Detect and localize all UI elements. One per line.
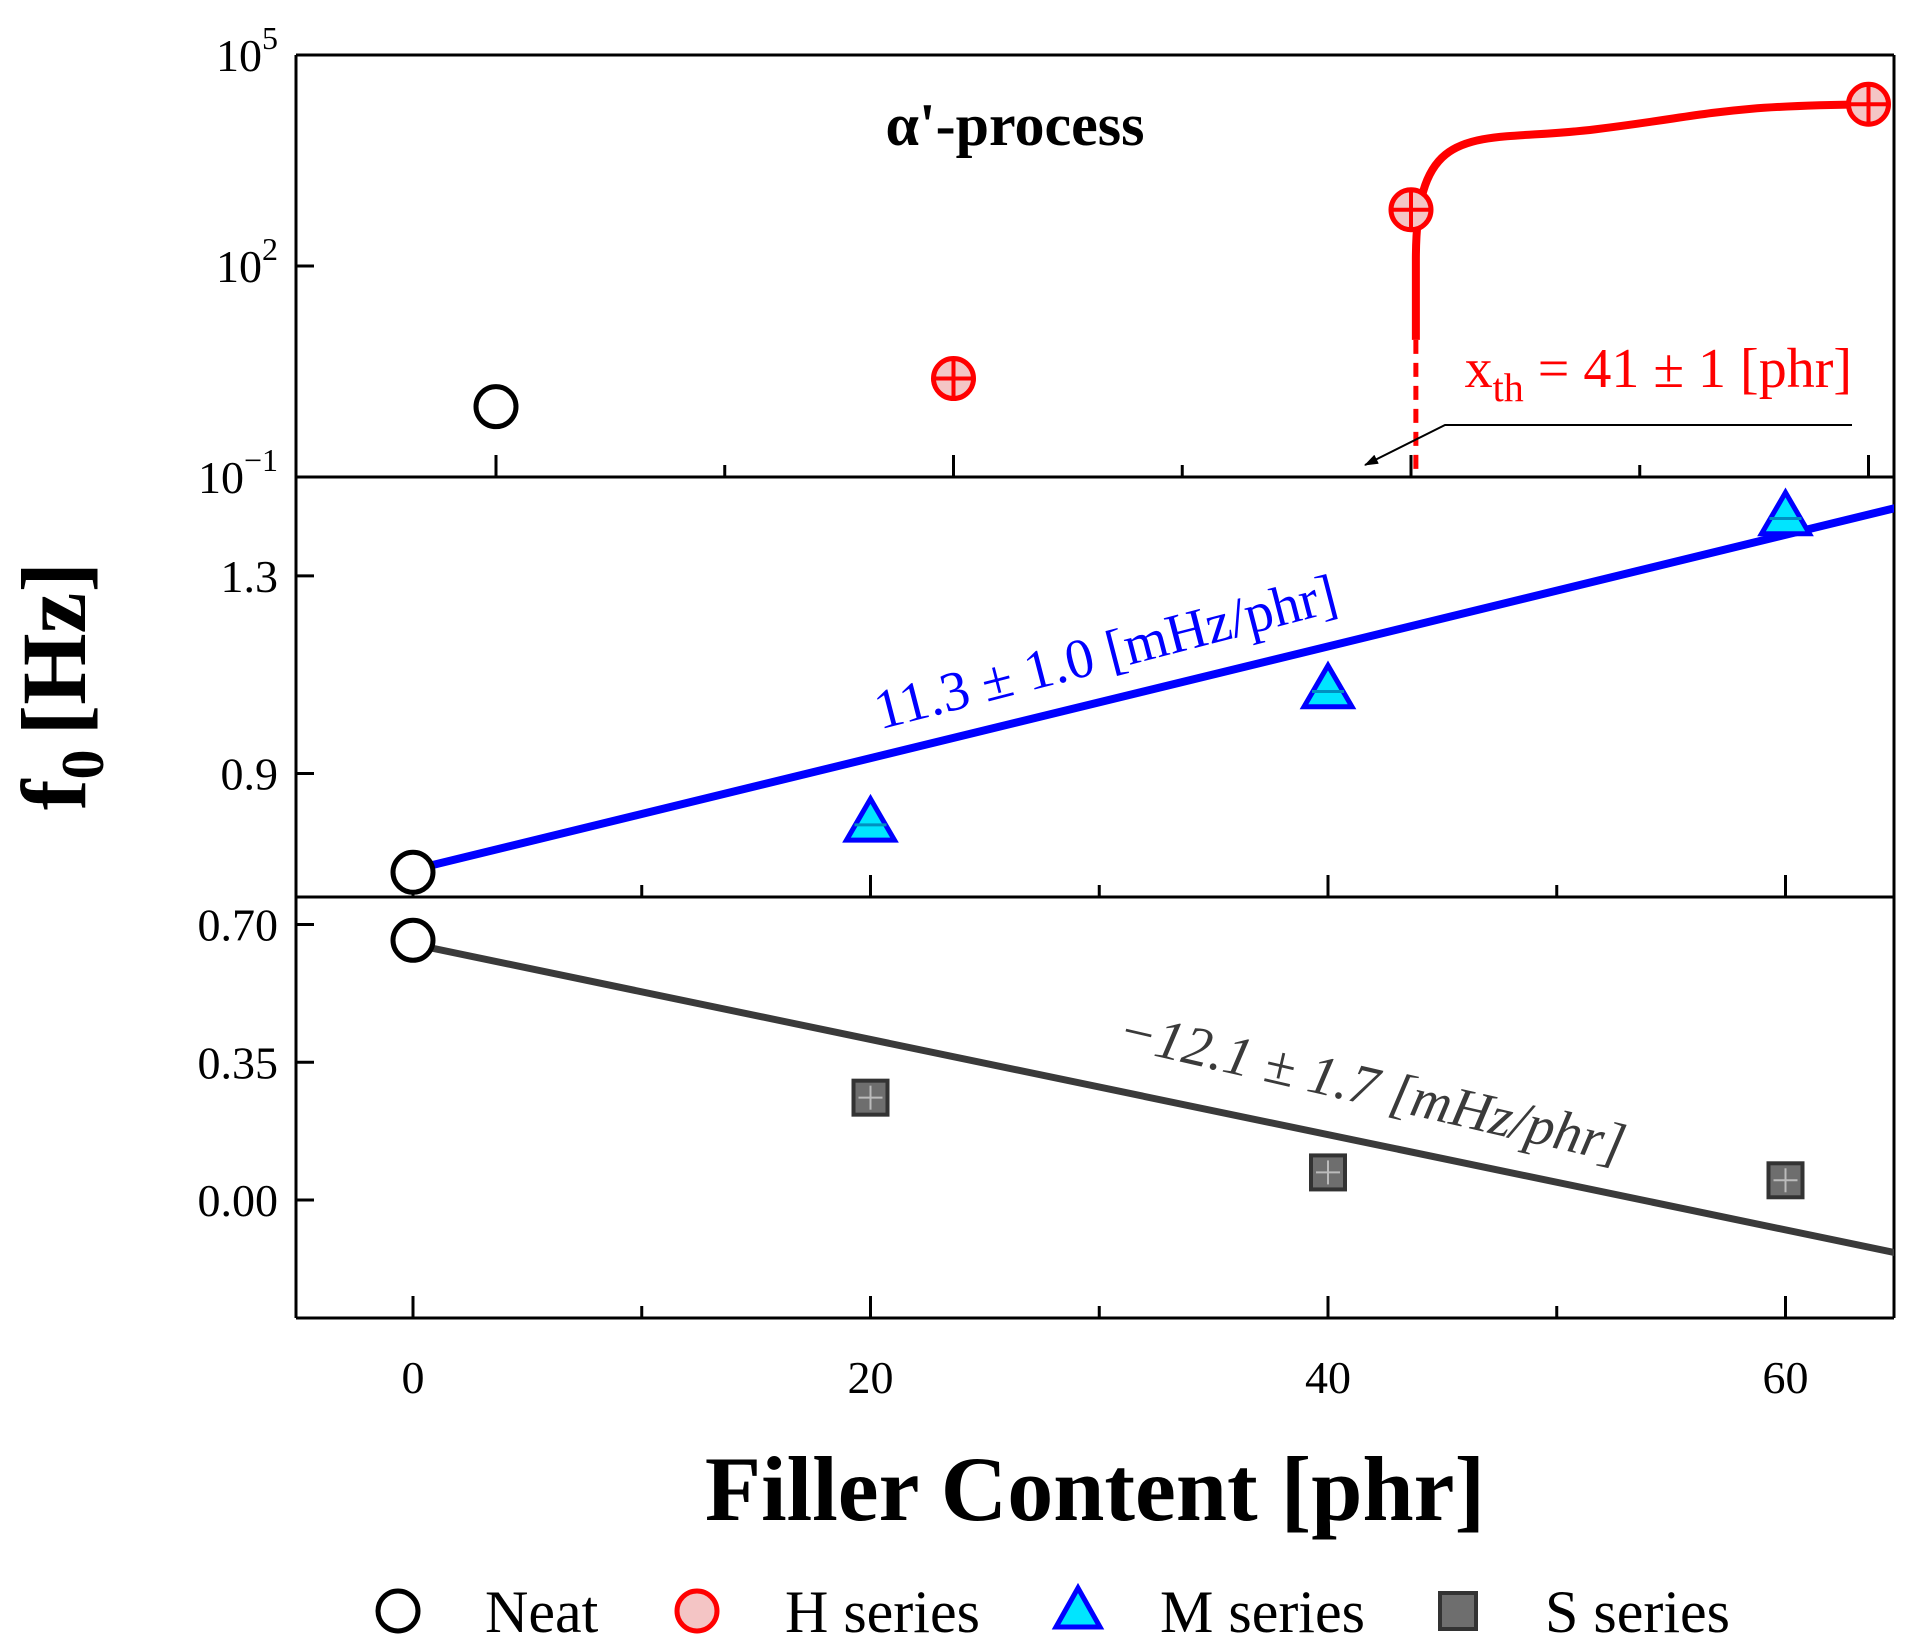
panel-bottom [412,940,1894,1257]
x-tick-label: 40 [1305,1352,1351,1403]
legend-item-s-series: S series [1438,1579,1730,1645]
y-tick-label-top: 105 [216,20,278,81]
data-markers [390,81,1891,1200]
legend-marker-m-series [1051,1582,1105,1630]
x-tick-label: 60 [1763,1352,1809,1403]
h-series-fit-curve [1411,100,1869,340]
neat-point-bottom [390,917,436,963]
m-series-point [842,793,899,843]
y-axis-title: f0[Hz] [3,562,116,810]
m-series-point [1299,660,1357,710]
legend-item-m-series: M series [1051,1579,1365,1645]
s-series-point [1309,1153,1347,1192]
s-series-fit-line [412,940,1894,1257]
m-series-fit-line [423,504,1894,871]
s-series-point [851,1078,890,1117]
legend-marker-s-series [1438,1591,1478,1631]
s-series-point [1766,1161,1805,1200]
h-series-point [931,356,976,402]
threshold-annotation-pointer [1364,424,1852,466]
x-tick-label: 0 [402,1352,425,1403]
panel-middle [423,504,1894,871]
s-series-slope-label: −12.1 ± 1.7 [mHz/phr] [1113,999,1632,1176]
legend-marker-h-series [674,1588,720,1634]
legend-marker-neat [375,1588,421,1634]
panel-title-alpha-prime-process: α'-process [885,92,1144,158]
y-tick-label-bottom: 0.35 [198,1037,279,1088]
legend-item-h-series: H series [674,1579,980,1645]
threshold-label: xth = 41 ± 1 [phr] [1465,338,1852,410]
y-tick-label-top: 10−1 [198,442,278,503]
m-series-point [1757,487,1814,537]
x-axis-title: Filler Content [phr] [705,1438,1485,1540]
y-tick-label-bottom: 0.70 [198,900,279,951]
svg-text:f0[Hz]: f0[Hz] [3,562,116,810]
legend-item-neat: Neat [375,1579,599,1645]
legend: Neat H series M series S series [375,1579,1730,1645]
legend-label-h-series: H series [785,1579,980,1645]
neat-point-top [473,384,519,430]
x-tick-label: 20 [848,1352,894,1403]
panel-top [1411,100,1869,477]
h-series-point [1388,187,1434,233]
y-tick-label-middle: 0.9 [221,748,279,799]
h-series-point [1846,81,1891,127]
legend-label-m-series: M series [1160,1579,1365,1645]
legend-label-neat: Neat [485,1579,599,1645]
y-tick-label-top: 102 [216,231,278,292]
y-tick-label-middle: 1.3 [221,551,279,602]
m-series-slope-label: 11.3 ± 1.0 [mHz/phr] [868,563,1343,742]
legend-label-s-series: S series [1545,1579,1730,1645]
neat-point-middle [390,849,436,895]
y-tick-label-bottom: 0.00 [198,1175,279,1226]
